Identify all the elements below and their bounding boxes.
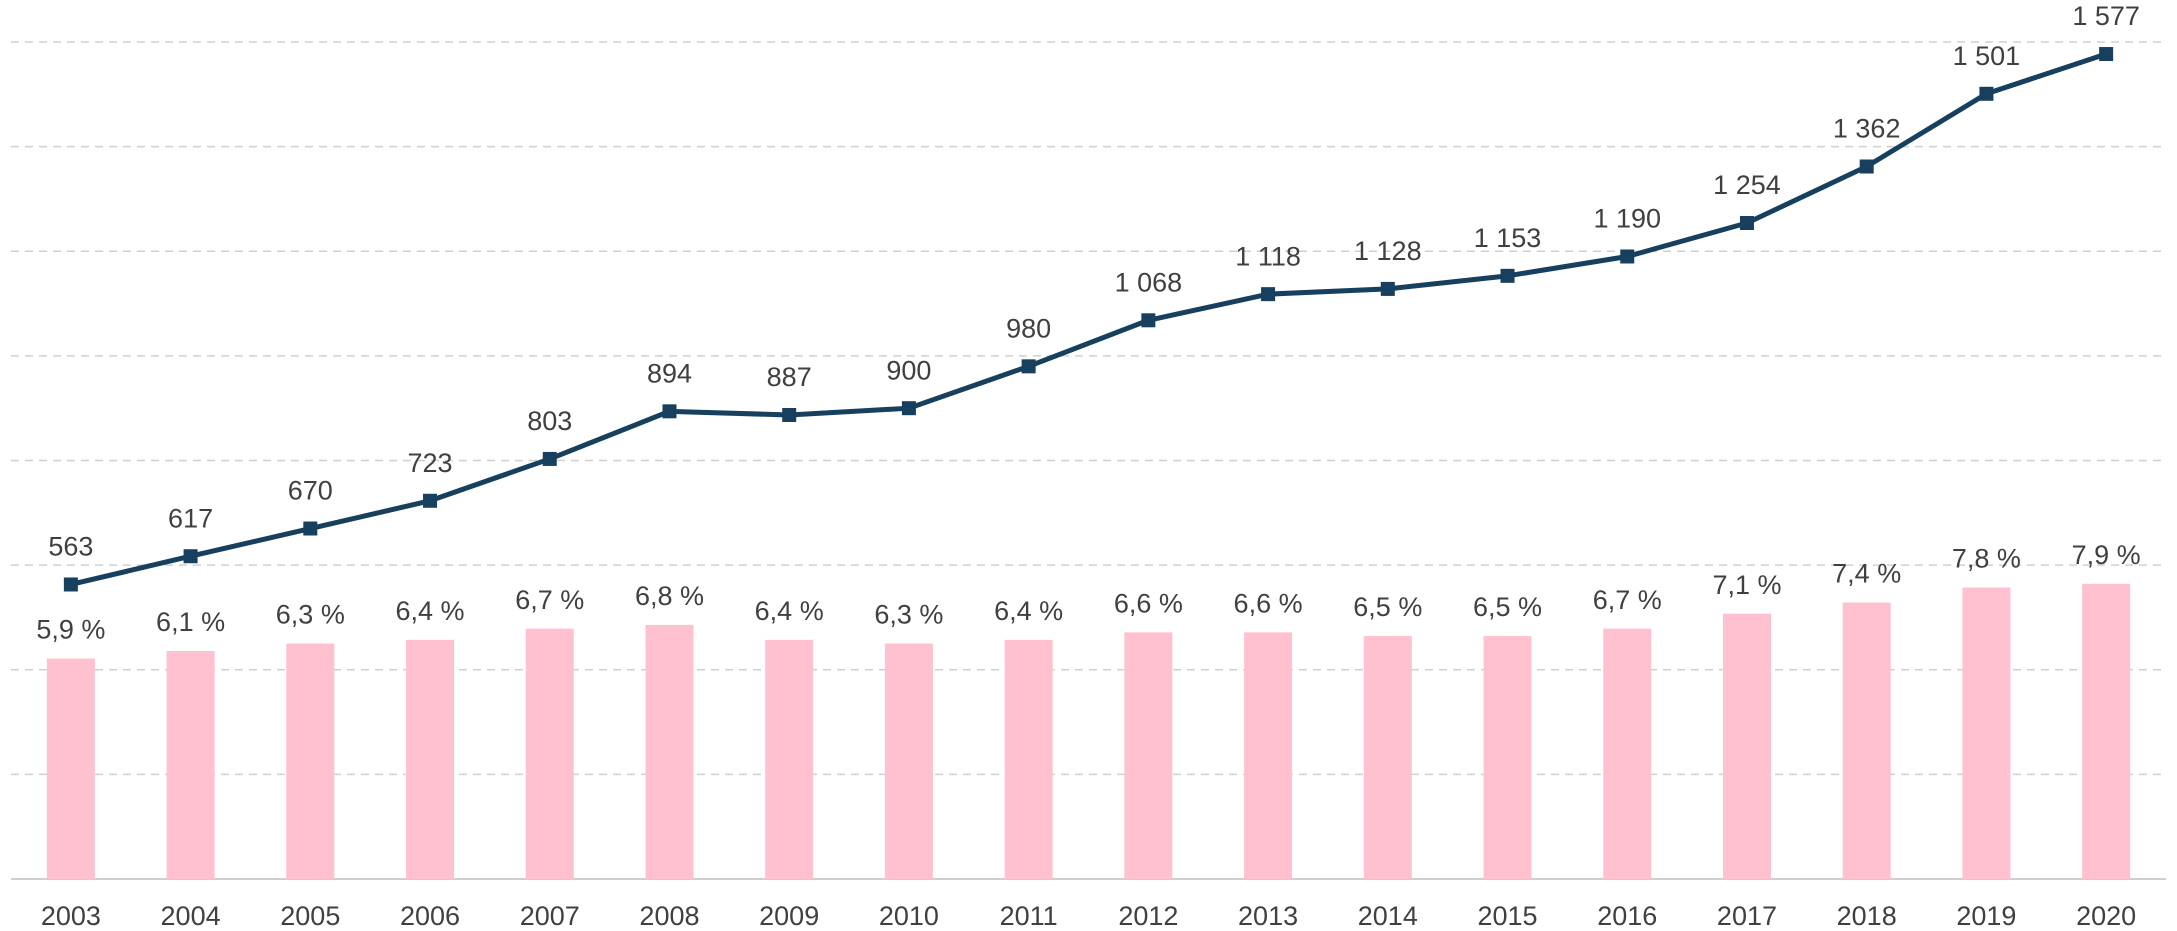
x-tick-label: 2010 (879, 901, 939, 931)
bar-value-label: 6,5 % (1473, 592, 1542, 622)
x-tick-label: 2016 (1597, 901, 1657, 931)
line-value-label: 1 501 (1953, 41, 2021, 71)
bar (2082, 583, 2131, 879)
line-marker (1261, 287, 1276, 302)
bar (1004, 639, 1053, 879)
bar (46, 658, 95, 879)
line-value-label: 1 128 (1354, 236, 1422, 266)
line-value-label: 900 (886, 355, 931, 385)
line-value-label: 894 (647, 358, 692, 388)
line-value-label: 1 577 (2072, 1, 2140, 31)
bar (1722, 613, 1771, 879)
line-value-label: 563 (48, 532, 93, 562)
line-marker (901, 401, 916, 416)
line-marker (1500, 268, 1515, 283)
line (70, 51, 2107, 587)
bar-value-label: 7,8 % (1952, 544, 2021, 574)
line-marker (183, 549, 198, 564)
line-marker (63, 577, 78, 592)
bar-value-label: 6,4 % (994, 596, 1063, 626)
bar-value-label: 6,6 % (1114, 589, 1183, 619)
bar-value-label: 7,9 % (2072, 540, 2141, 570)
bar (1244, 632, 1293, 879)
line-marker (542, 451, 557, 466)
bar (525, 628, 574, 879)
bar-value-label: 6,6 % (1234, 589, 1303, 619)
bar-value-label: 6,4 % (396, 596, 465, 626)
line-value-label: 1 068 (1115, 267, 1183, 297)
line-value-label: 1 362 (1833, 114, 1901, 144)
bar-value-label: 5,9 % (36, 615, 105, 645)
bar (1842, 602, 1891, 879)
bar-value-label: 6,5 % (1353, 592, 1422, 622)
line-value-label: 1 153 (1474, 223, 1542, 253)
line-value-label: 887 (767, 362, 812, 392)
line-value-label: 723 (407, 448, 452, 478)
bar-value-label: 6,3 % (874, 600, 943, 630)
line-marker (1979, 86, 1994, 101)
bar-value-label: 7,4 % (1832, 559, 1901, 589)
bar-value-label: 6,7 % (515, 585, 584, 615)
x-tick-label: 2004 (161, 901, 221, 931)
line-marker (303, 521, 318, 536)
x-tick-label: 2020 (2076, 901, 2136, 931)
bar (1363, 636, 1412, 879)
bar (1962, 587, 2011, 879)
x-tick-label: 2003 (41, 901, 101, 931)
bar (166, 651, 215, 879)
line-marker (1620, 249, 1635, 264)
line-value-label: 617 (168, 503, 213, 533)
line-marker (423, 493, 438, 508)
bar-value-label: 6,1 % (156, 607, 225, 637)
line-marker (782, 407, 797, 422)
bar (406, 639, 455, 879)
bar-value-label: 6,8 % (635, 581, 704, 611)
x-tick-label: 2015 (1477, 901, 1537, 931)
line-value-label: 803 (527, 406, 572, 436)
line-value-label: 1 190 (1593, 204, 1661, 234)
x-tick-label: 2014 (1358, 901, 1418, 931)
x-tick-label: 2009 (759, 901, 819, 931)
line-marker (1380, 281, 1395, 296)
x-tick-label: 2005 (280, 901, 340, 931)
line-marker (1859, 159, 1874, 174)
bar-value-label: 6,4 % (755, 596, 824, 626)
bar (884, 643, 933, 879)
x-tick-label: 2019 (1956, 901, 2016, 931)
bar (1483, 636, 1532, 879)
bar-value-label: 6,3 % (276, 600, 345, 630)
x-tick-label: 2007 (520, 901, 580, 931)
line-marker (1021, 359, 1036, 374)
x-tick-label: 2012 (1118, 901, 1178, 931)
x-tick-label: 2013 (1238, 901, 1298, 931)
x-tick-label: 2017 (1717, 901, 1777, 931)
x-tick-label: 2018 (1837, 901, 1897, 931)
bar (765, 639, 814, 879)
bar (1603, 628, 1652, 879)
bar-value-label: 7,1 % (1712, 570, 1781, 600)
line-marker (1739, 216, 1754, 231)
line-value-label: 980 (1006, 313, 1051, 343)
bar (286, 643, 335, 879)
bar (645, 624, 694, 879)
line-marker (1141, 313, 1156, 328)
line-marker (2099, 47, 2114, 62)
bar-value-label: 6,7 % (1593, 585, 1662, 615)
line-value-label: 670 (288, 476, 333, 506)
x-tick-label: 2006 (400, 901, 460, 931)
x-tick-label: 2008 (639, 901, 699, 931)
line-value-label: 1 118 (1235, 241, 1301, 271)
bar (1124, 632, 1173, 879)
line-value-label: 1 254 (1713, 170, 1781, 200)
line-marker (662, 404, 677, 419)
x-tick-label: 2011 (1000, 901, 1058, 931)
